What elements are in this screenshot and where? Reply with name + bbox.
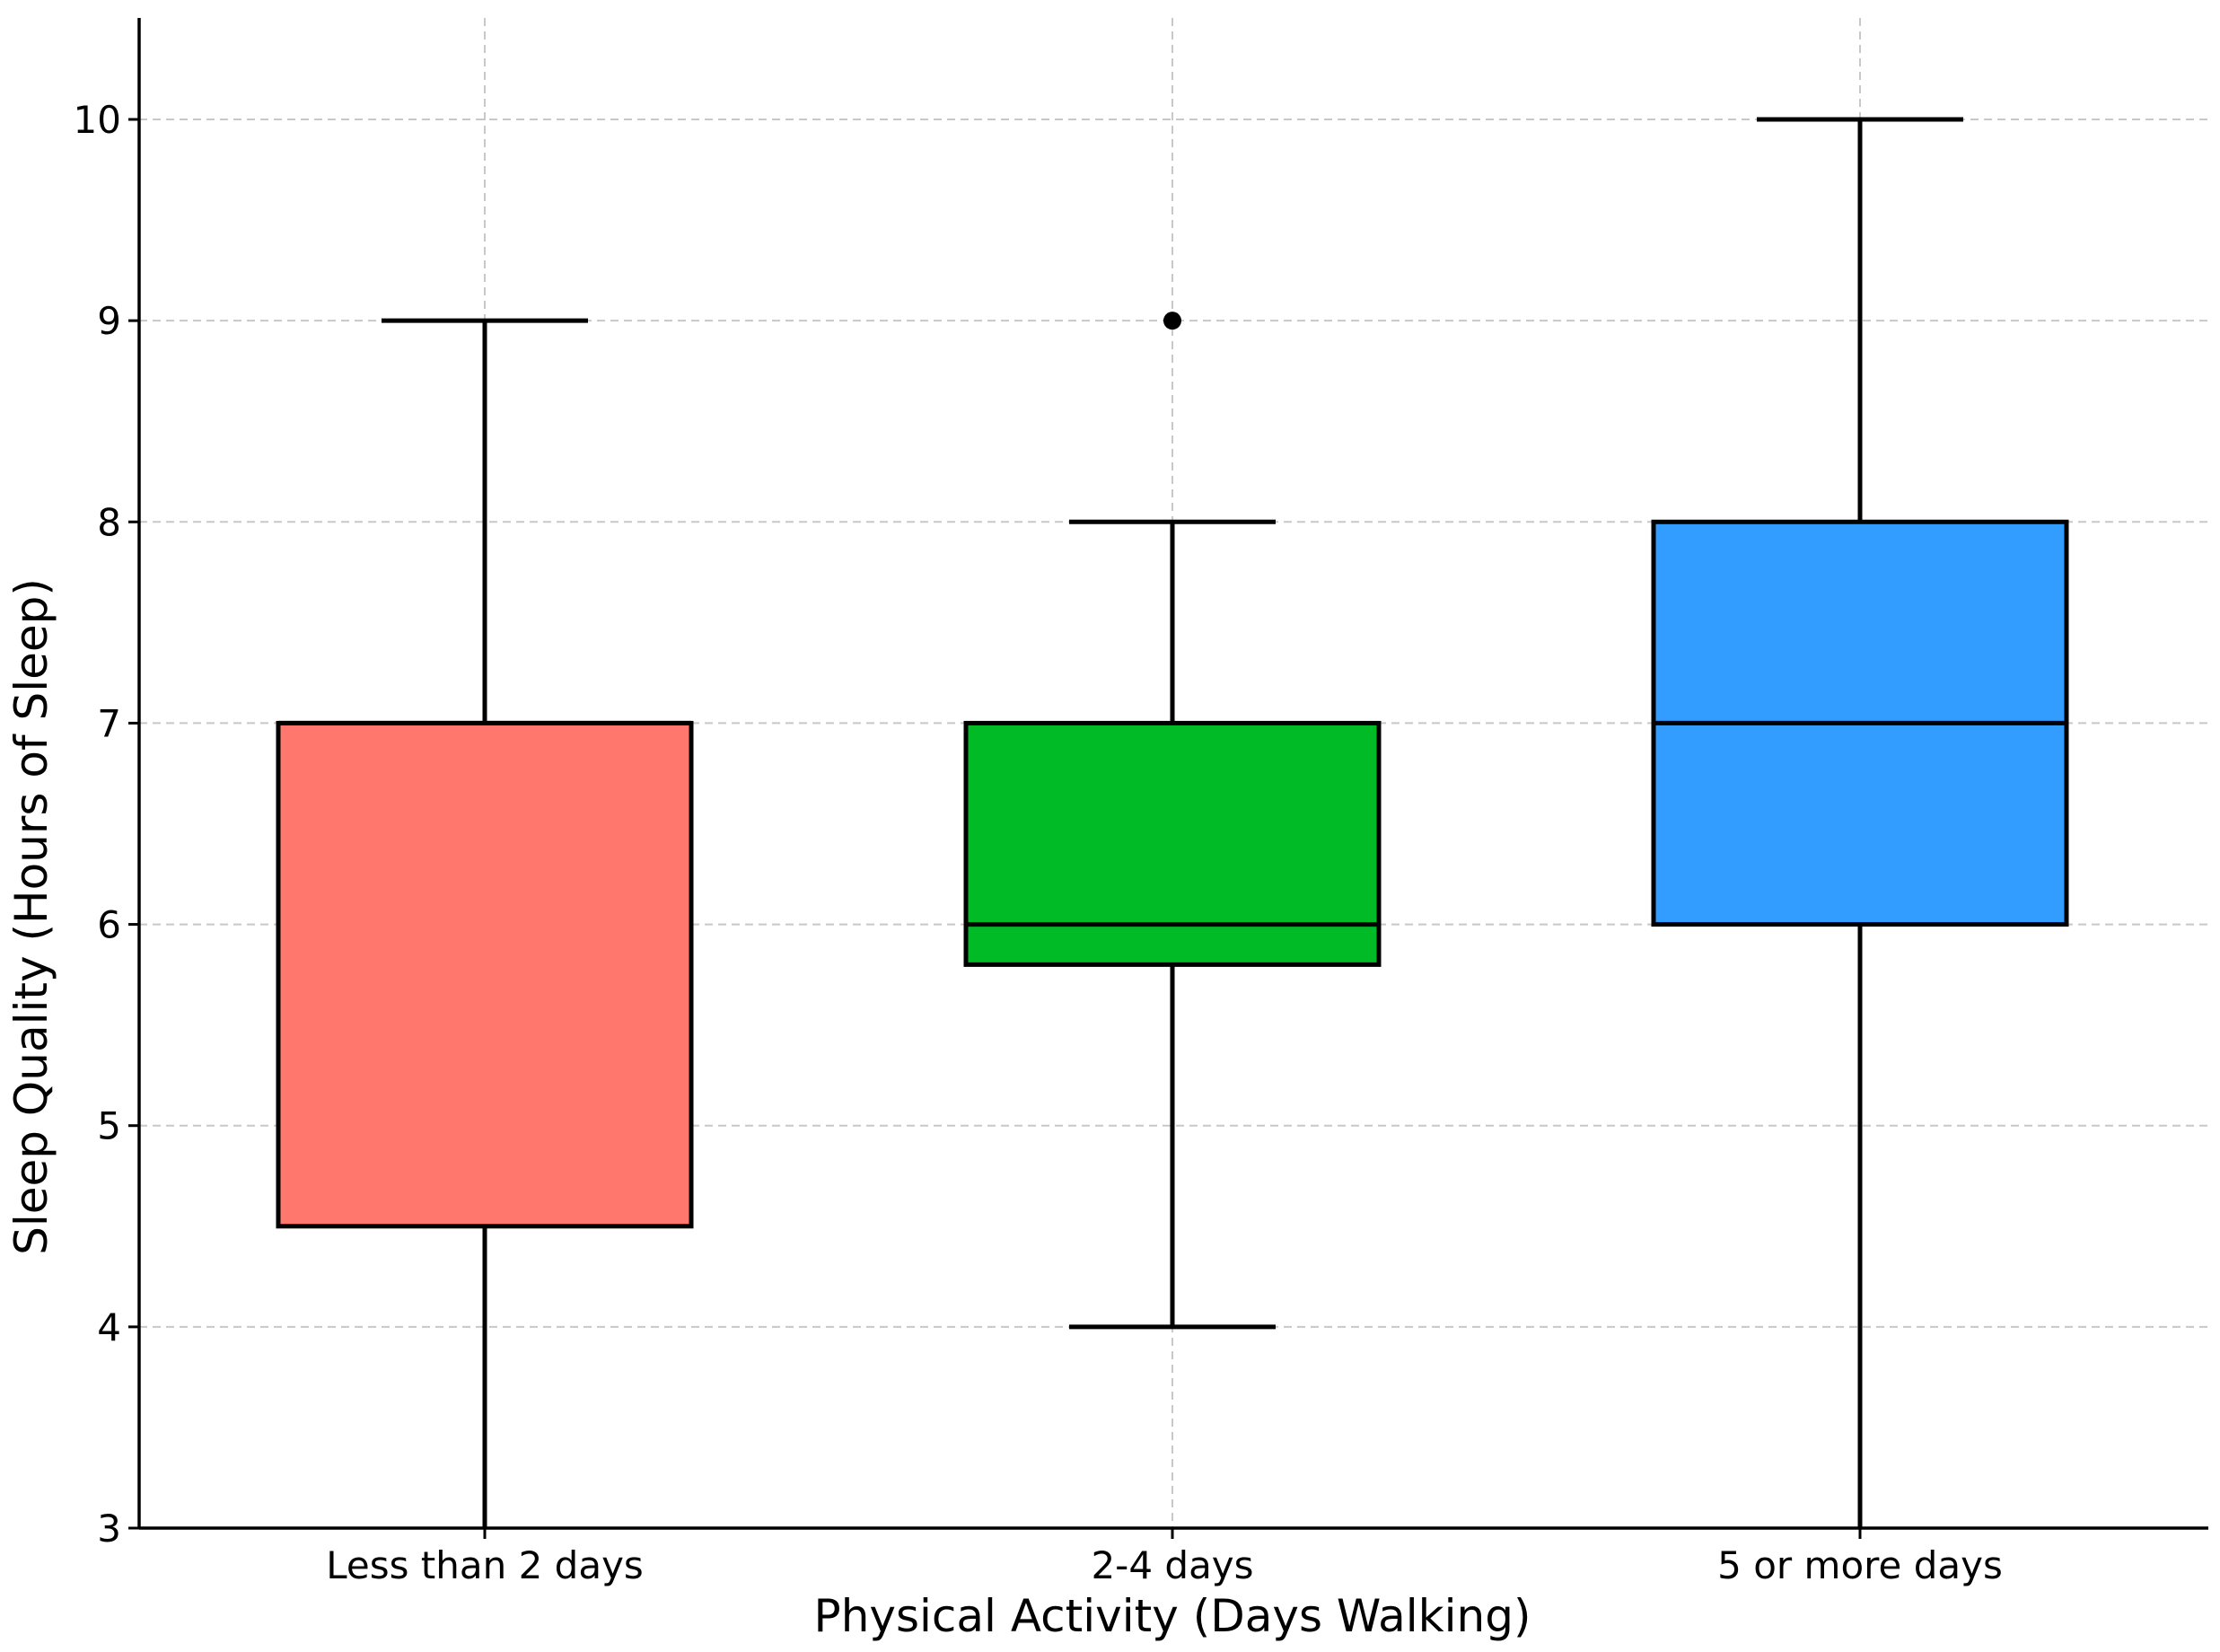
box-group <box>276 318 694 1528</box>
box-group <box>1651 117 2069 1528</box>
y-tick-label: 4 <box>97 1305 121 1349</box>
box-series <box>276 117 2069 1528</box>
y-tick-label: 8 <box>97 500 121 544</box>
iqr-box <box>276 720 694 1229</box>
box-group <box>963 312 1382 1330</box>
y-tick-label: 3 <box>97 1507 121 1551</box>
y-tick-label: 9 <box>97 299 121 343</box>
x-tick-label: Less than 2 days <box>326 1543 644 1587</box>
outlier-point <box>1163 312 1181 330</box>
x-tick-label: 5 or more days <box>1717 1543 2003 1587</box>
y-tick-label: 10 <box>74 98 121 142</box>
y-tick-label: 5 <box>97 1104 121 1148</box>
iqr-box <box>963 720 1382 967</box>
x-tick-label: 2-4 days <box>1091 1543 1253 1587</box>
tick-labels: 3 4 5 6 7 8 9 10 Less than 2 days 2-4 days 5 or mo… <box>74 98 2003 1587</box>
y-tick-label: 7 <box>97 701 121 745</box>
y-axis-title: Sleep Quality (Hours of Sleep) <box>5 578 57 1255</box>
y-tick-label: 6 <box>97 903 121 947</box>
x-axis-title: Physical Activity (Days Walking) <box>814 1590 1531 1642</box>
